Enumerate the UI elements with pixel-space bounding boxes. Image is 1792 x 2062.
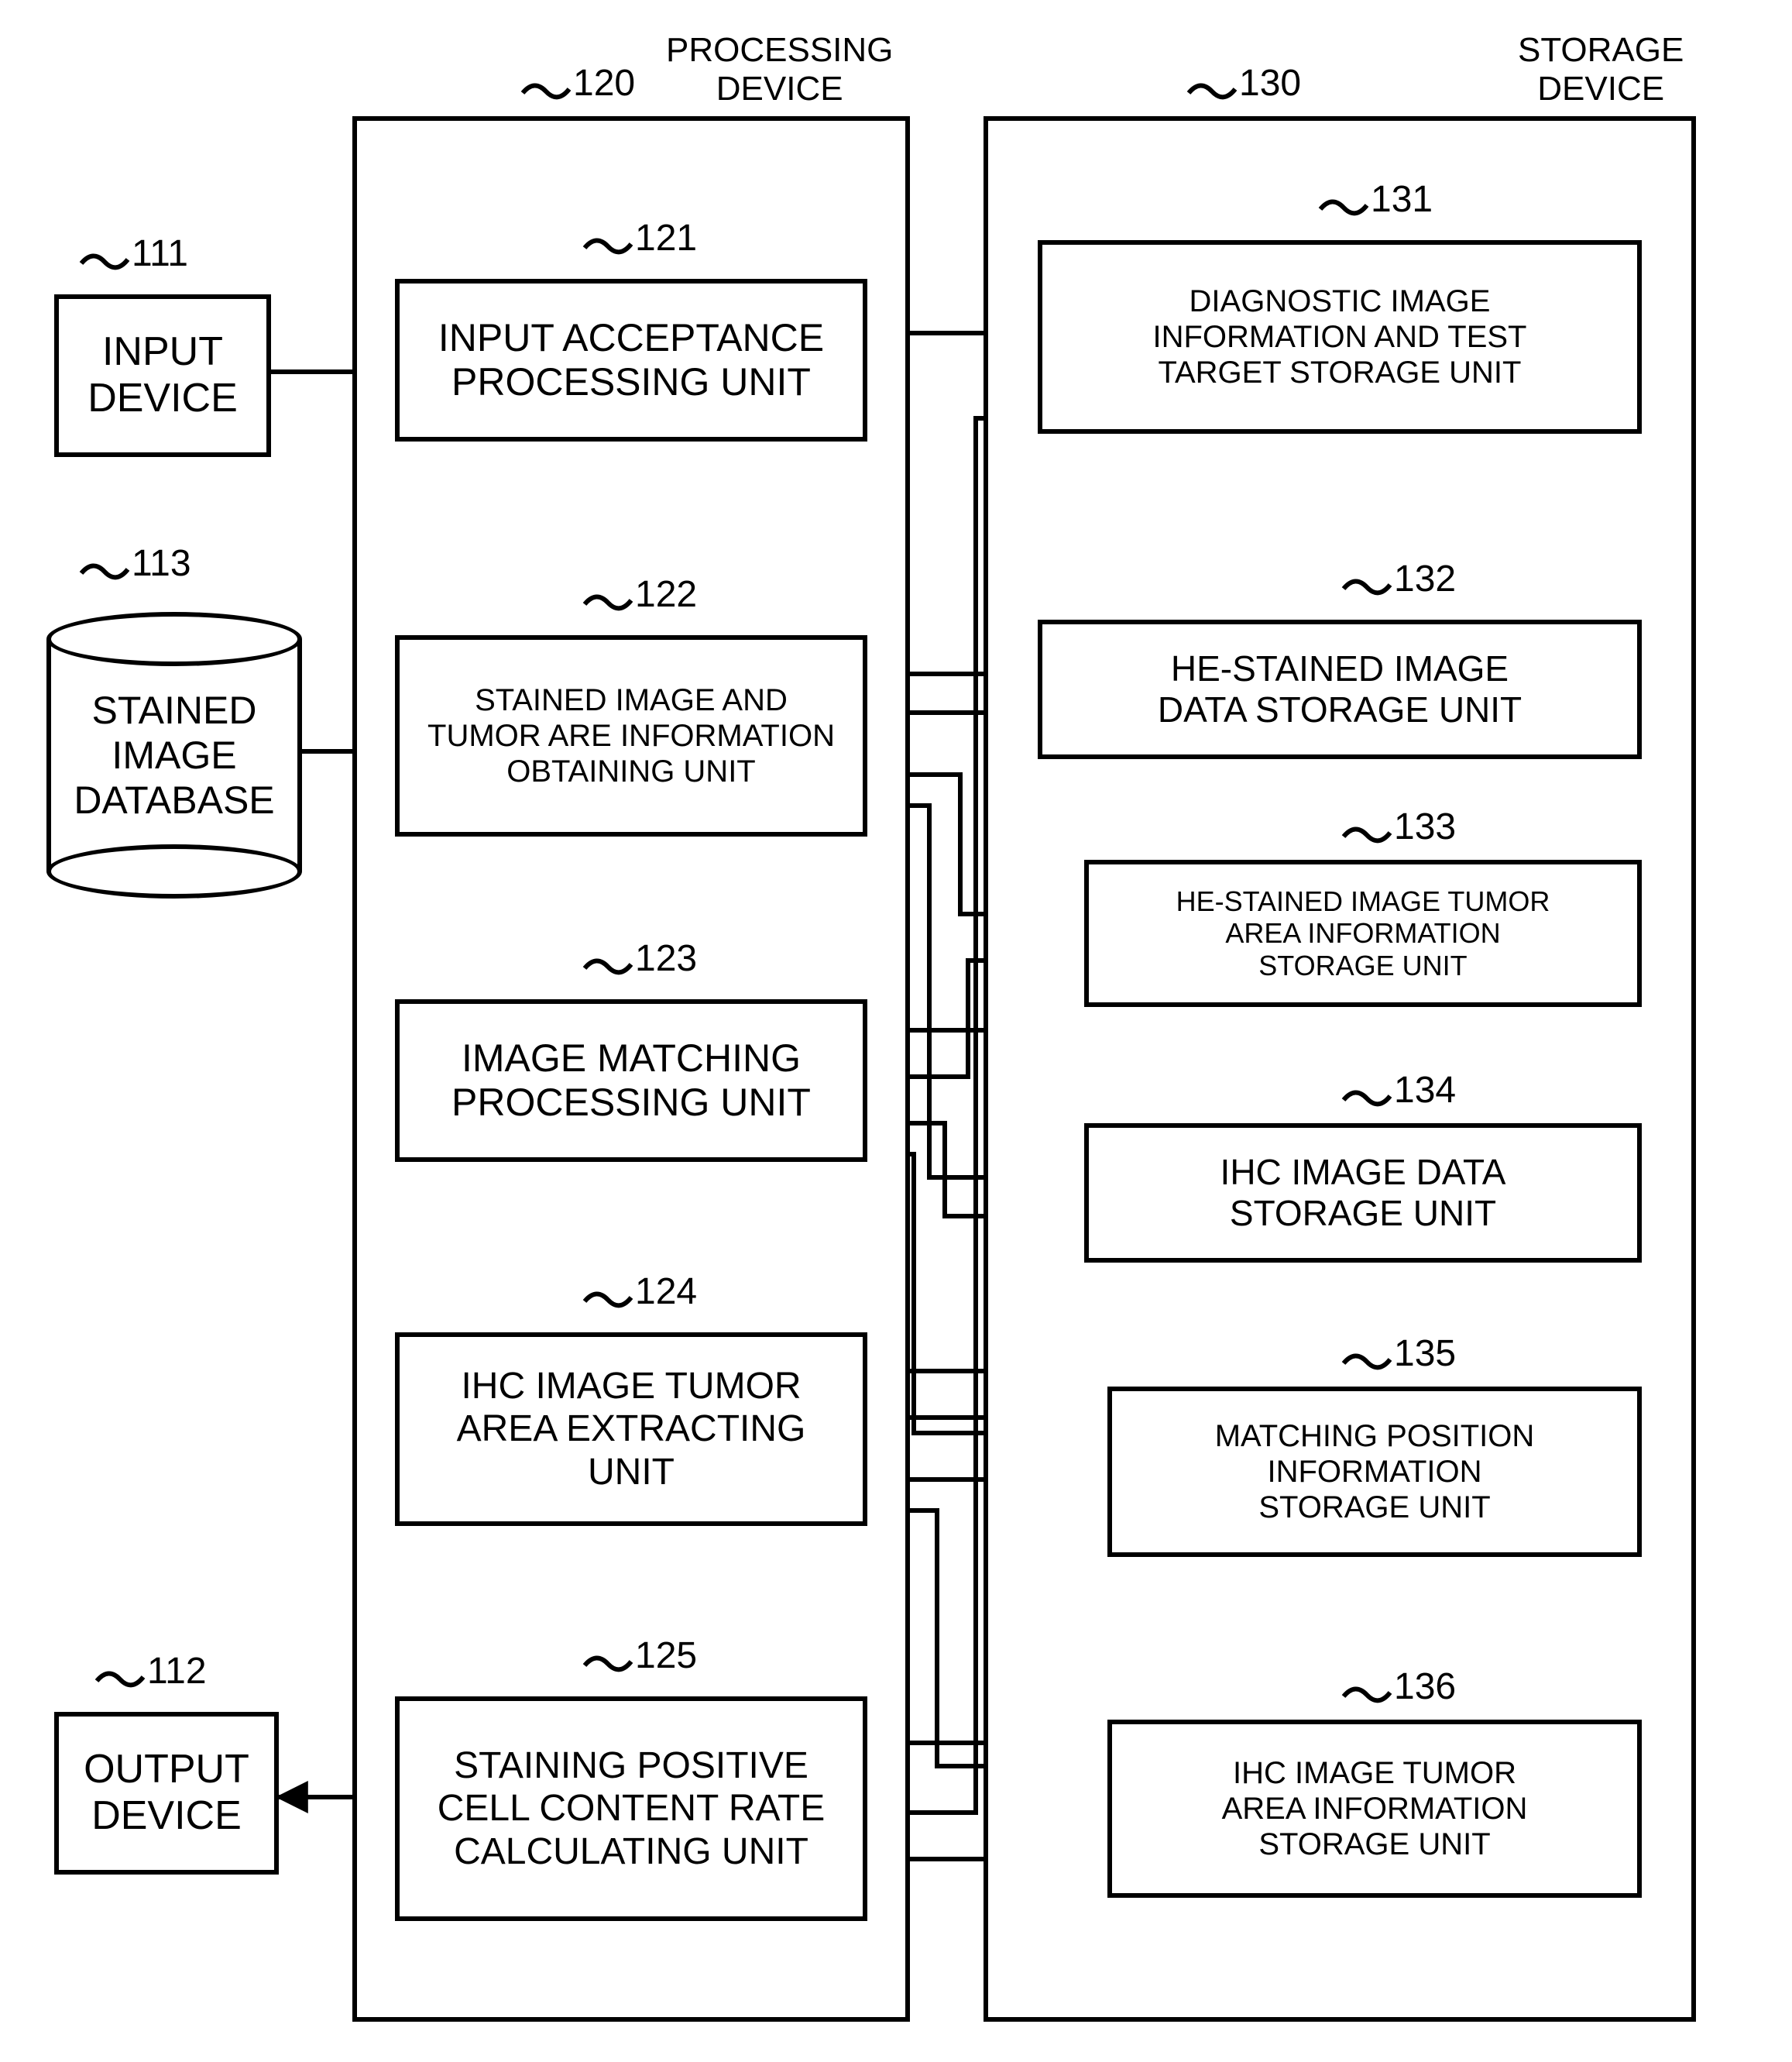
squiggle-111	[77, 248, 132, 271]
squiggle-113	[77, 558, 132, 581]
ref-113: 113	[132, 542, 191, 585]
ref-135: 135	[1394, 1332, 1456, 1375]
ref-132: 132	[1394, 558, 1456, 600]
ref-122: 122	[635, 573, 697, 616]
squiggle-136	[1340, 1681, 1394, 1704]
ref-133: 133	[1394, 806, 1456, 848]
diagram-canvas: PROCESSING DEVICE 120 STORAGE DEVICE 130…	[0, 0, 1792, 2062]
storage-device-label: STORAGE DEVICE	[1518, 31, 1684, 108]
processing-device-label: PROCESSING DEVICE	[666, 31, 893, 108]
ref-130: 130	[1239, 62, 1301, 105]
squiggle-121	[581, 232, 635, 256]
squiggle-133	[1340, 821, 1394, 844]
ref-136: 136	[1394, 1665, 1456, 1708]
squiggle-125	[581, 1650, 635, 1673]
squiggle-124	[581, 1286, 635, 1309]
squiggle-132	[1340, 573, 1394, 596]
squiggle-120	[519, 77, 573, 101]
squiggle-130	[1185, 77, 1239, 101]
database-label: STAINED IMAGE DATABASE	[74, 688, 274, 823]
squiggle-135	[1340, 1348, 1394, 1371]
squiggle-131	[1317, 194, 1371, 217]
squiggle-123	[581, 953, 635, 976]
ref-134: 134	[1394, 1069, 1456, 1112]
ihc-tumor-area-storage: IHC IMAGE TUMOR AREA INFORMATION STORAGE…	[1107, 1720, 1642, 1898]
ref-131: 131	[1371, 178, 1433, 221]
squiggle-122	[581, 589, 635, 612]
he-stained-data-storage: HE-STAINED IMAGE DATA STORAGE UNIT	[1038, 620, 1642, 759]
squiggle-134	[1340, 1084, 1394, 1108]
matching-position-storage: MATCHING POSITION INFORMATION STORAGE UN…	[1107, 1387, 1642, 1557]
input-device-box: INPUT DEVICE	[54, 294, 271, 457]
output-device-box: OUTPUT DEVICE	[54, 1712, 279, 1875]
stained-image-obtaining-unit: STAINED IMAGE AND TUMOR ARE INFORMATION …	[395, 635, 867, 837]
ref-123: 123	[635, 937, 697, 980]
ref-124: 124	[635, 1270, 697, 1313]
image-matching-unit: IMAGE MATCHING PROCESSING UNIT	[395, 999, 867, 1162]
ref-112: 112	[147, 1650, 207, 1693]
ihc-tumor-extracting-unit: IHC IMAGE TUMOR AREA EXTRACTING UNIT	[395, 1332, 867, 1526]
ref-120: 120	[573, 62, 635, 105]
staining-positive-calc-unit: STAINING POSITIVE CELL CONTENT RATE CALC…	[395, 1696, 867, 1921]
stained-image-database: STAINED IMAGE DATABASE	[46, 612, 302, 899]
squiggle-112	[93, 1665, 147, 1689]
ihc-data-storage: IHC IMAGE DATA STORAGE UNIT	[1084, 1123, 1642, 1263]
diagnostic-storage-unit: DIAGNOSTIC IMAGE INFORMATION AND TEST TA…	[1038, 240, 1642, 434]
ref-111: 111	[132, 232, 188, 275]
he-tumor-area-storage: HE-STAINED IMAGE TUMOR AREA INFORMATION …	[1084, 860, 1642, 1007]
ref-121: 121	[635, 217, 697, 259]
input-acceptance-unit: INPUT ACCEPTANCE PROCESSING UNIT	[395, 279, 867, 442]
ref-125: 125	[635, 1634, 697, 1677]
